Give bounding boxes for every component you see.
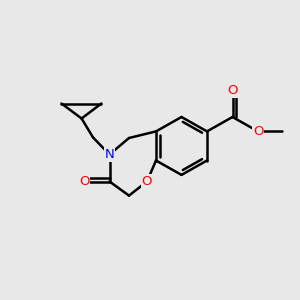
Text: O: O — [253, 125, 263, 138]
Text: O: O — [79, 175, 89, 188]
Text: O: O — [142, 175, 152, 188]
Text: N: N — [105, 148, 114, 161]
Text: O: O — [227, 83, 238, 97]
